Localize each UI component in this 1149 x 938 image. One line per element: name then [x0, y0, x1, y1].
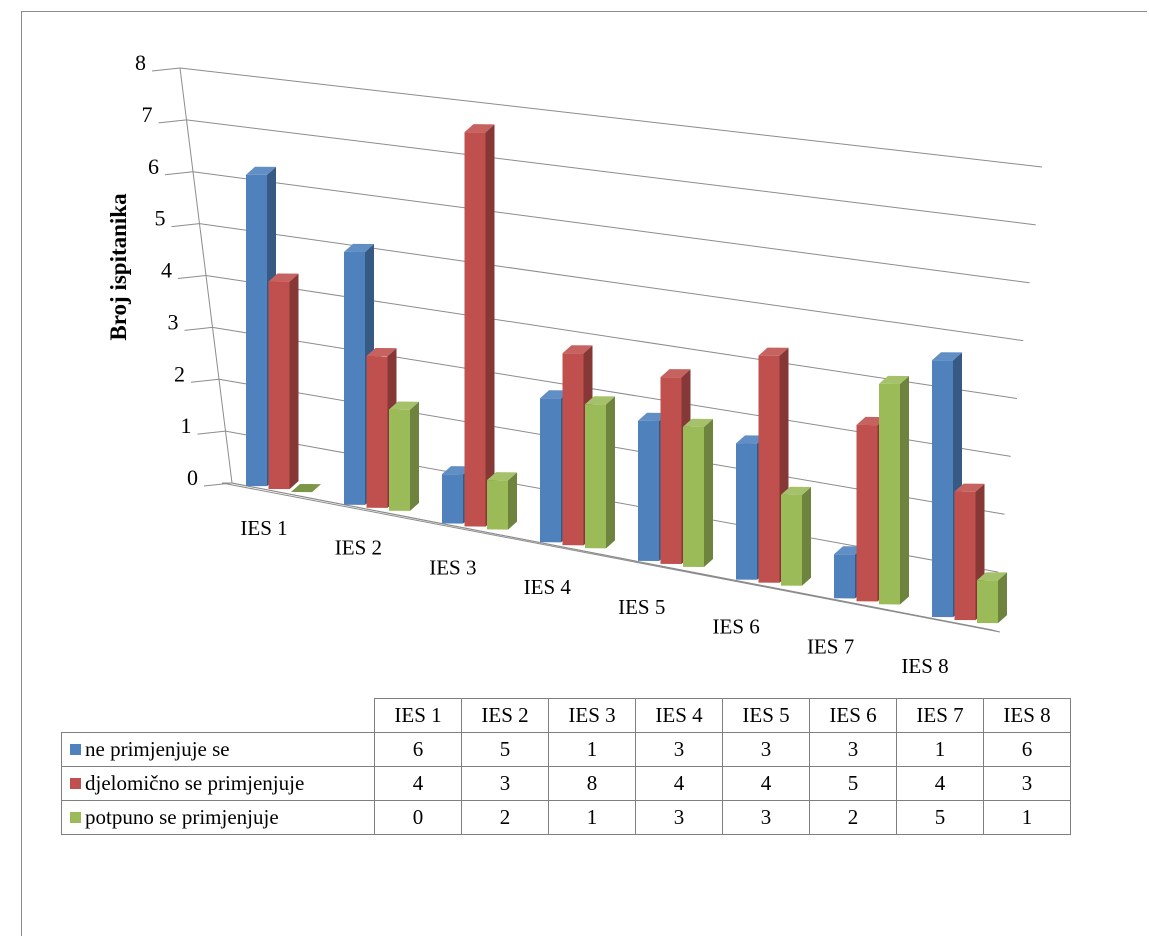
legend-swatch	[70, 812, 81, 823]
table-cell: 3	[722, 800, 810, 835]
x-tick-label: IES 8	[901, 654, 948, 678]
gridline-side	[171, 223, 200, 228]
x-tick-label: IES 1	[240, 516, 287, 540]
legend-swatch	[70, 744, 81, 755]
table-cell: 5	[461, 732, 549, 767]
bar	[389, 401, 419, 511]
table-header-cell: IES 3	[548, 698, 636, 733]
table-cell: 4	[635, 766, 723, 801]
table-header-cell: IES 2	[461, 698, 549, 733]
y-tick-label: 4	[161, 258, 172, 283]
table-cell: 6	[374, 732, 462, 767]
y-axis-label: Broj ispitanika	[106, 193, 131, 341]
table-cell: 2	[809, 800, 897, 835]
table-cell: 4	[374, 766, 462, 801]
table-cell: 1	[548, 732, 636, 767]
legend-swatch	[70, 778, 81, 789]
table-header-cell: IES 6	[809, 698, 897, 733]
table-cell: 2	[461, 800, 549, 835]
table-cell: 4	[896, 766, 984, 801]
back-wall-edge	[179, 67, 233, 484]
data-table: IES 1 IES 2 IES 3 IES 4 IES 5 IES 6 IES 7 IES 8…	[61, 698, 1071, 835]
table-cell: 1	[983, 800, 1071, 835]
table-corner	[61, 698, 375, 733]
y-tick-label: 0	[187, 465, 198, 490]
bar	[977, 572, 1007, 624]
table-cell: 3	[983, 766, 1071, 801]
legend-label: potpuno se primjenjuje	[85, 805, 279, 829]
gridline-side	[190, 378, 220, 383]
y-tick-label: 1	[181, 413, 192, 438]
y-tick-label: 5	[155, 206, 166, 231]
chart-plot: 0 1 2 3 4 5 6 7 8 IES 1 IES 2 IES 3 IES 4 IES 5 IES 6…	[106, 50, 1043, 678]
gridline	[186, 119, 1036, 226]
gridline-side	[158, 119, 187, 124]
legend-label: ne primjenjuje se	[85, 737, 230, 761]
bar	[585, 396, 615, 549]
table-cell: 3	[635, 732, 723, 767]
chart-frame	[21, 11, 1147, 936]
x-tick-label: IES 2	[335, 536, 382, 560]
table-row: ne primjenjuje se 6 5 1 3 3 3 1 6	[61, 732, 1071, 767]
chart-floor	[221, 482, 1001, 633]
legend-entry: potpuno se primjenjuje	[61, 800, 375, 835]
table-header-row: IES 1 IES 2 IES 3 IES 4 IES 5 IES 6 IES 7 IES 8	[61, 698, 1071, 733]
gridline	[205, 275, 1018, 399]
table-header-cell: IES 4	[635, 698, 723, 733]
bar	[879, 375, 909, 605]
bar	[268, 273, 299, 490]
x-tick-label: IES 3	[429, 555, 476, 579]
table-header-cell: IES 7	[896, 698, 984, 733]
table-header-cell: IES 5	[722, 698, 810, 733]
y-tick-label: 8	[135, 50, 146, 75]
bar	[683, 418, 713, 568]
gridline	[199, 223, 1024, 342]
table-cell: 5	[809, 766, 897, 801]
legend-entry: ne primjenjuje se	[61, 732, 375, 767]
table-cell: 1	[896, 732, 984, 767]
x-tick-label: IES 6	[713, 615, 760, 639]
y-tick-label: 6	[148, 154, 159, 179]
legend-entry: djelomično se primjenjuje	[61, 766, 375, 801]
gridline-side	[164, 171, 194, 176]
table-header-cell: IES 8	[983, 698, 1071, 733]
table-cell: 3	[722, 732, 810, 767]
gridline-side	[197, 430, 226, 435]
table-cell: 3	[461, 766, 549, 801]
y-tick-label: 3	[168, 309, 179, 334]
bar	[464, 124, 495, 527]
y-tick-label: 2	[174, 361, 185, 386]
table-cell: 0	[374, 800, 462, 835]
gridline	[179, 67, 1043, 168]
bar	[291, 484, 321, 493]
gridline-side	[151, 67, 181, 72]
table-header-cell: IES 1	[374, 698, 462, 733]
table-cell: 3	[635, 800, 723, 835]
x-tick-label: IES 5	[618, 595, 665, 619]
y-tick-label: 7	[142, 102, 153, 127]
table-row: potpuno se primjenjuje 0 2 1 3 3 2 5 1	[61, 800, 1071, 835]
legend-label: djelomično se primjenjuje	[85, 771, 305, 795]
table-cell: 1	[548, 800, 636, 835]
y-axis-ticks: 0 1 2 3 4 5 6 7 8	[135, 50, 198, 490]
x-tick-label: IES 4	[524, 575, 572, 599]
table-cell: 4	[722, 766, 810, 801]
bar-layer	[246, 124, 1007, 624]
gridline-side	[184, 326, 213, 331]
table-cell: 3	[809, 732, 897, 767]
table-cell: 8	[548, 766, 636, 801]
x-tick-label: IES 7	[807, 634, 854, 658]
x-axis-ticks: IES 1 IES 2 IES 3 IES 4 IES 5 IES 6 IES 7 IES 8	[240, 516, 948, 678]
bar	[487, 472, 517, 530]
bar	[781, 486, 811, 586]
table-cell: 6	[983, 732, 1071, 767]
table-row: djelomično se primjenjuje 4 3 8 4 4 5 4 3	[61, 766, 1071, 801]
gridline	[192, 171, 1030, 284]
gridline-side	[177, 275, 207, 279]
table-cell: 5	[896, 800, 984, 835]
